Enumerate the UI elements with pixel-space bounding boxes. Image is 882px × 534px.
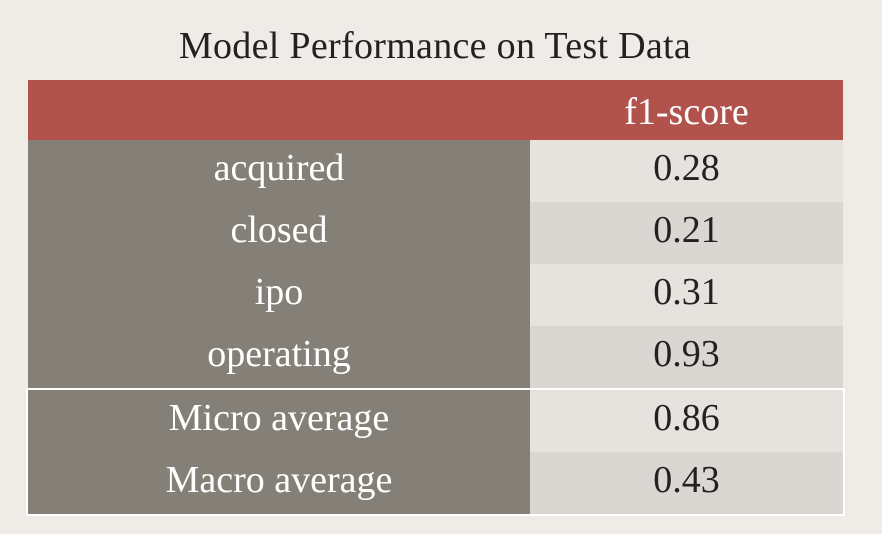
summary-value: 0.43 — [530, 452, 843, 514]
summary-label: Macro average — [28, 452, 530, 514]
row-label: ipo — [28, 264, 530, 326]
row-label: closed — [28, 202, 530, 264]
table-header-row: f1-score — [28, 80, 843, 140]
chart-title: Model Performance on Test Data — [178, 25, 692, 67]
row-value: 0.21 — [530, 202, 843, 264]
summary-row: Macro average 0.43 — [28, 452, 843, 514]
summary-label: Micro average — [28, 390, 530, 452]
summary-block: Micro average 0.86 Macro average 0.43 — [26, 388, 845, 516]
summary-value: 0.86 — [530, 390, 843, 452]
performance-table: f1-score acquired 0.28 closed 0.21 ipo 0… — [26, 80, 845, 516]
table-row: acquired 0.28 — [28, 140, 843, 202]
row-value: 0.93 — [530, 326, 843, 388]
row-label: acquired — [28, 140, 530, 202]
table-row: closed 0.21 — [28, 202, 843, 264]
summary-row: Micro average 0.86 — [28, 390, 843, 452]
row-value: 0.31 — [530, 264, 843, 326]
table-row: operating 0.93 — [28, 326, 843, 388]
row-label: operating — [28, 326, 530, 388]
row-value: 0.28 — [530, 140, 843, 202]
header-label-cell — [28, 80, 530, 140]
header-f1-score: f1-score — [624, 91, 749, 133]
table-row: ipo 0.31 — [28, 264, 843, 326]
